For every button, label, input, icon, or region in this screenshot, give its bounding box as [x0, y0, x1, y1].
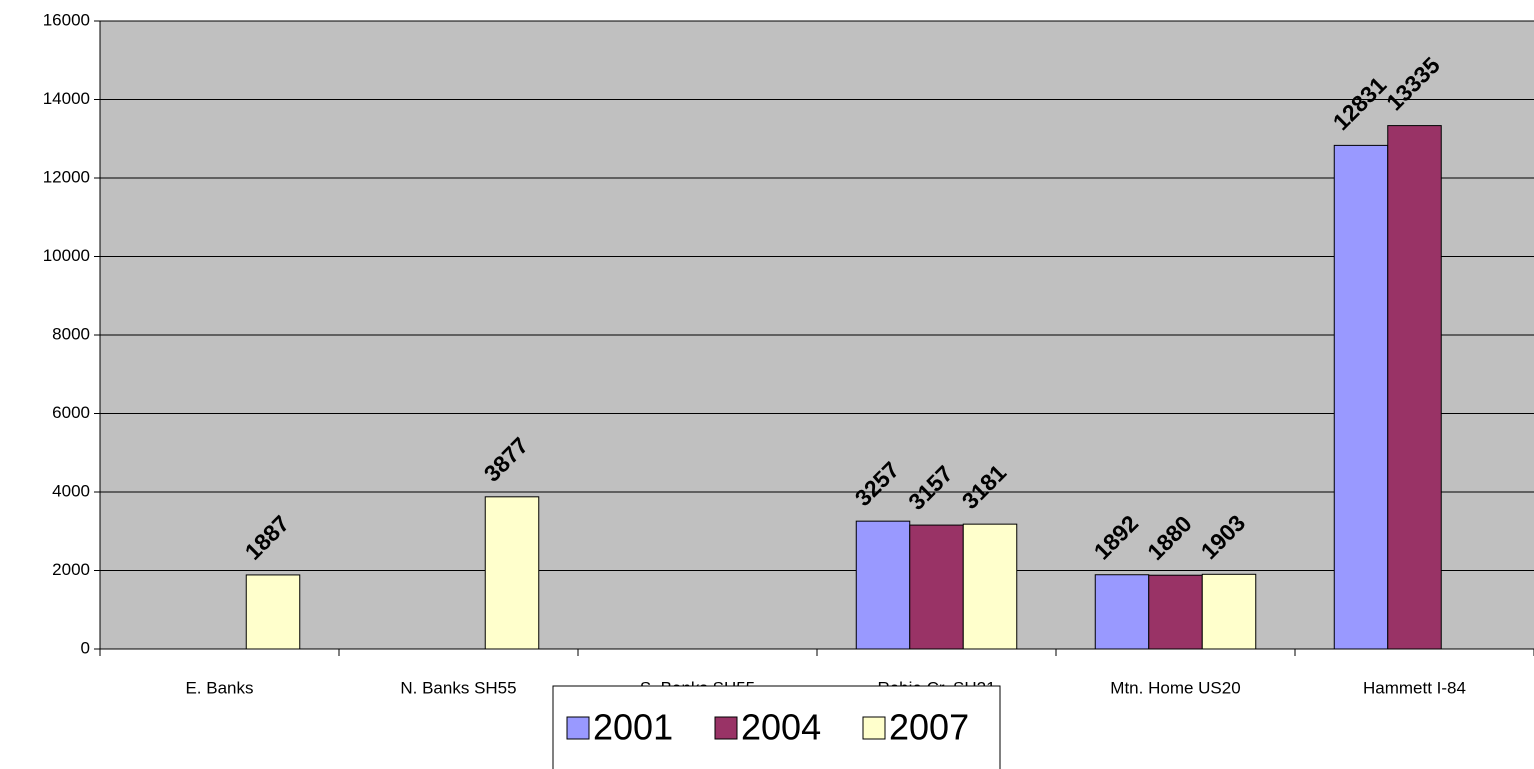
bar: [909, 524, 964, 650]
x-tick-label: Mtn. Home US20: [1110, 678, 1240, 697]
bar: [1148, 574, 1203, 650]
x-tick-label: N. Banks SH55: [400, 678, 516, 697]
y-tick-label: 0: [81, 638, 90, 657]
legend-label: 2004: [741, 707, 821, 748]
bar: [962, 523, 1018, 650]
bar: [855, 520, 911, 650]
bar: [1333, 144, 1389, 650]
legend-label: 2007: [889, 707, 969, 748]
y-tick-label: 12000: [43, 167, 90, 186]
x-tick-label: Hammett I-84: [1363, 678, 1466, 697]
legend-box: [552, 685, 1001, 769]
y-tick-label: 4000: [52, 481, 90, 500]
bar: [1201, 573, 1257, 650]
y-tick-label: 14000: [43, 89, 90, 108]
bar: [484, 496, 540, 650]
y-tick-label: 16000: [43, 10, 90, 29]
x-tick-label: E. Banks: [185, 678, 253, 697]
y-tick-label: 6000: [52, 403, 90, 422]
bar: [245, 574, 301, 650]
y-tick-label: 10000: [43, 246, 90, 265]
y-tick-label: 8000: [52, 324, 90, 343]
bar: [1387, 125, 1442, 650]
legend-label: 2001: [593, 707, 673, 748]
legend-swatch: [862, 716, 886, 740]
bar: [1094, 574, 1150, 650]
legend-swatch: [566, 716, 590, 740]
y-tick-label: 2000: [52, 560, 90, 579]
legend-swatch: [714, 716, 738, 740]
